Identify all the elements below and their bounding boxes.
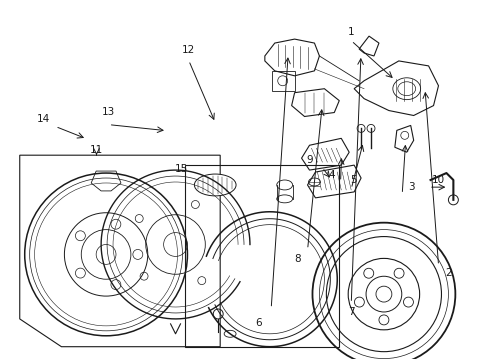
Text: 10: 10 [431,175,444,185]
Text: 3: 3 [408,182,414,192]
Text: 14: 14 [37,114,50,124]
Text: 7: 7 [347,307,354,317]
Text: 11: 11 [90,145,103,155]
Text: 1: 1 [347,27,354,37]
Text: 13: 13 [102,107,115,117]
Text: 4: 4 [328,170,334,180]
Text: 8: 8 [294,253,301,264]
Text: 6: 6 [255,318,262,328]
Ellipse shape [194,174,236,196]
Text: 12: 12 [182,45,195,55]
Text: 2: 2 [444,268,451,278]
Text: 9: 9 [306,156,313,165]
Bar [185,165,339,347]
Text: 5: 5 [349,175,356,185]
Text: 15: 15 [174,164,188,174]
